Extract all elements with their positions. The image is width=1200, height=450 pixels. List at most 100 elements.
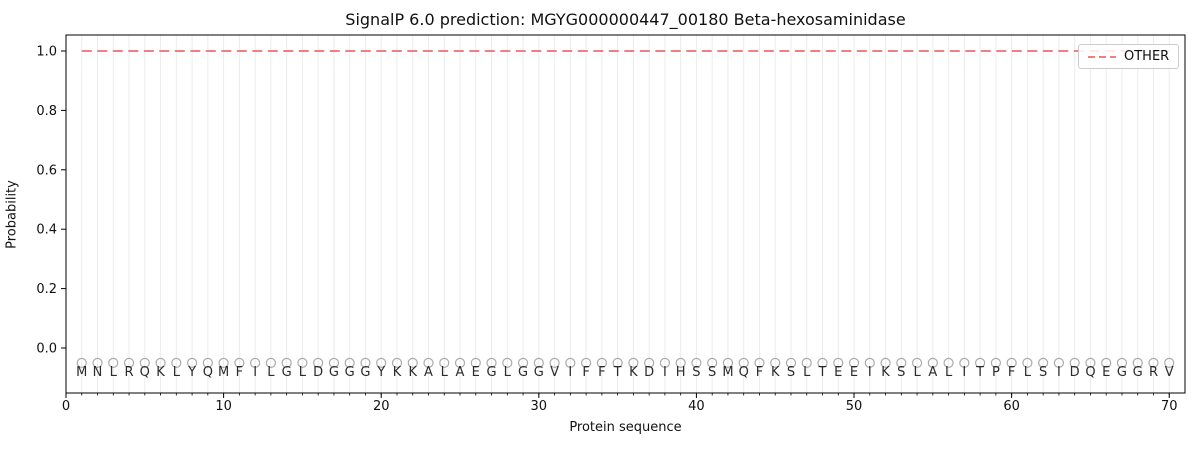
residue-letter: F (756, 365, 763, 380)
residue-marker (376, 357, 387, 368)
residue-marker (454, 357, 466, 368)
residue-marker (864, 357, 875, 368)
residue-marker (880, 357, 891, 368)
x-tick-label: 60 (1003, 399, 1020, 414)
x-tick-label: 20 (373, 399, 390, 414)
residue-letter: K (393, 365, 402, 380)
residue-letter: L (299, 365, 307, 380)
residue-marker (344, 357, 355, 368)
residue-letter: I (962, 365, 966, 380)
x-axis-label: Protein sequence (569, 420, 682, 435)
residue-letter: M (76, 365, 87, 380)
residue-letter: S (692, 365, 700, 380)
x-tick-label: 50 (846, 399, 863, 414)
residue-letter: S (897, 365, 905, 380)
residue-letter: G (1117, 365, 1127, 380)
residue-marker (848, 357, 860, 368)
residue-marker (738, 357, 749, 368)
residue-marker (1069, 357, 1080, 368)
residue-marker (486, 357, 497, 368)
residue-marker (1148, 357, 1159, 368)
residue-letter: G (360, 365, 370, 380)
residue-marker (801, 357, 812, 368)
residue-letter: G (518, 365, 528, 380)
x-tick-label: 70 (1161, 399, 1178, 414)
residue-marker (754, 357, 765, 368)
residue-marker (596, 357, 607, 368)
residue-marker (1116, 357, 1128, 368)
residue-letter: R (1149, 365, 1158, 380)
x-tick-label: 0 (62, 399, 70, 414)
residue-marker (612, 357, 623, 368)
residue-marker (1022, 357, 1033, 368)
residue-marker (833, 357, 844, 368)
residue-marker (990, 357, 1001, 368)
residue-marker (92, 357, 103, 368)
residue-letter: Y (187, 365, 196, 380)
residue-letter: R (125, 365, 134, 380)
chart-title: SignalP 6.0 prediction: MGYG000000447_00… (345, 10, 906, 29)
residue-marker (565, 357, 576, 368)
residue-letter: S (1039, 365, 1047, 380)
residue-marker (549, 357, 560, 368)
residue-letter: L (110, 365, 118, 380)
residue-letter: E (1102, 365, 1110, 380)
residue-letter: L (504, 365, 512, 380)
residue-marker (139, 357, 150, 368)
residue-marker (123, 357, 135, 368)
other-line-legend-swatch (1088, 55, 1116, 58)
residue-letter: V (1165, 365, 1174, 380)
residue-marker (1164, 357, 1175, 368)
residue-letter: I (868, 365, 872, 380)
residue-marker (580, 357, 592, 368)
residue-marker (975, 357, 986, 368)
residue-letter: G (1133, 365, 1143, 380)
residue-marker (943, 357, 954, 368)
residue-letter: S (787, 365, 795, 380)
residue-marker (722, 357, 734, 368)
residue-marker (502, 357, 513, 368)
residue-marker (391, 357, 403, 368)
residue-letter: I (568, 365, 572, 380)
residue-letter: P (992, 365, 1000, 380)
residue-letter: K (408, 365, 417, 380)
residue-letter: S (708, 365, 716, 380)
residue-marker (1053, 357, 1065, 368)
residue-letter: G (329, 365, 339, 380)
residue-letter: G (486, 365, 496, 380)
residue-letter: L (173, 365, 181, 380)
residue-marker (297, 357, 308, 368)
residue-letter: Y (376, 365, 385, 380)
y-tick-label: 1.0 (36, 45, 57, 60)
residue-marker (155, 357, 166, 368)
residue-marker (911, 357, 923, 368)
y-tick-label: 0.2 (36, 282, 57, 297)
residue-letter: D (313, 365, 323, 380)
residue-marker (1085, 357, 1096, 368)
residue-letter: G (345, 365, 355, 380)
residue-letter: L (803, 365, 811, 380)
x-tick-label: 30 (531, 399, 548, 414)
residue-letter: F (582, 365, 589, 380)
residue-letter: Q (1085, 365, 1095, 380)
residue-letter: E (850, 365, 858, 380)
residue-marker (517, 357, 529, 368)
residue-marker (265, 357, 276, 368)
residue-letter: T (818, 365, 827, 380)
residue-letter: T (975, 365, 984, 380)
residue-marker (108, 357, 119, 368)
residue-letter: G (282, 365, 292, 380)
residue-letter: L (913, 365, 921, 380)
residue-letter: I (663, 365, 667, 380)
residue-letter: Q (140, 365, 150, 380)
residue-marker (785, 357, 797, 368)
residue-letter: N (93, 365, 103, 380)
residue-marker (691, 357, 702, 368)
residue-marker (407, 357, 418, 368)
residue-marker (770, 357, 781, 368)
residue-letter: L (1024, 365, 1032, 380)
residue-letter: F (1008, 365, 1015, 380)
residue-letter: K (156, 365, 165, 380)
residue-marker (234, 357, 245, 368)
